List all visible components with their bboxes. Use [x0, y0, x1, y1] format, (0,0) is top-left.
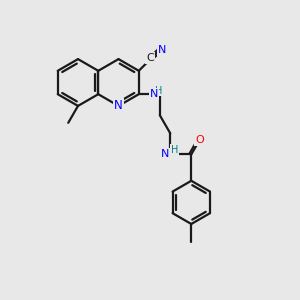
Text: H: H: [171, 145, 178, 155]
Text: N: N: [150, 89, 159, 99]
Text: C: C: [146, 53, 154, 63]
Text: N: N: [161, 149, 169, 159]
Text: N: N: [114, 99, 123, 112]
Text: H: H: [154, 85, 162, 96]
Text: N: N: [158, 45, 166, 55]
Text: O: O: [195, 135, 204, 145]
